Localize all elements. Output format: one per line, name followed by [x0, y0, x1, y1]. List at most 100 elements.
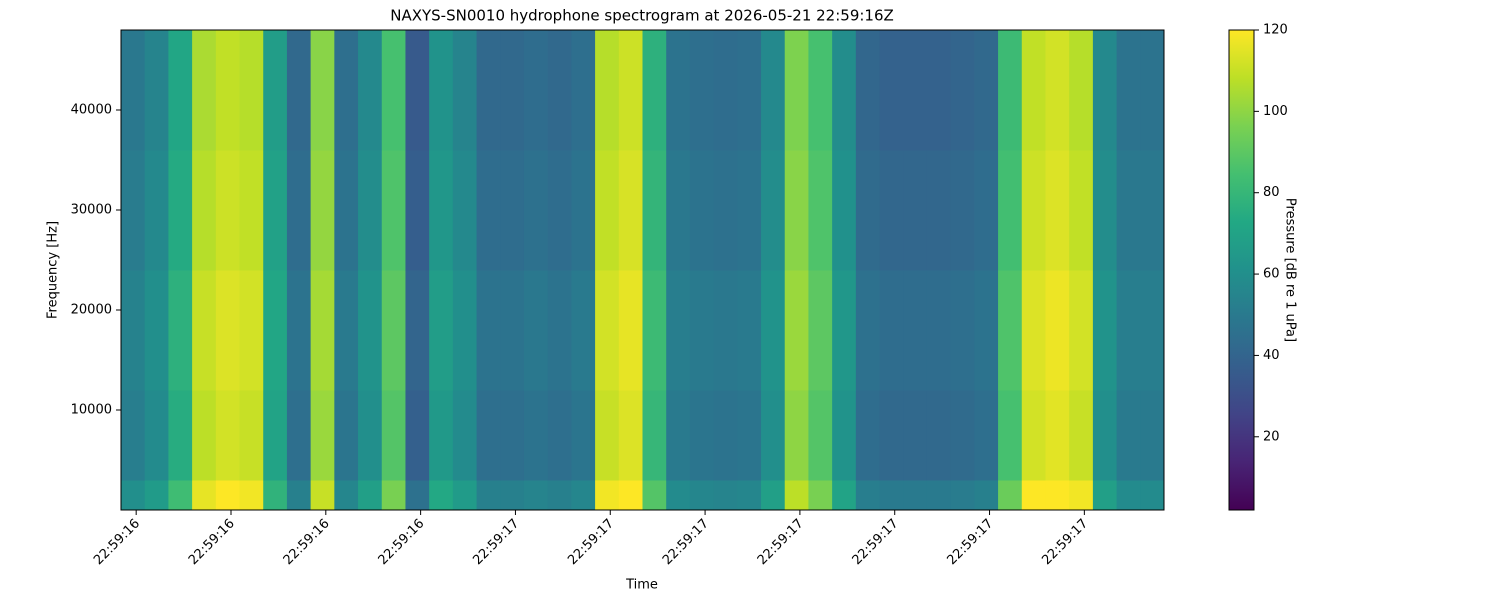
cell [1021, 270, 1046, 391]
cell [358, 480, 383, 511]
cell [429, 270, 454, 391]
cell [1045, 150, 1070, 271]
cell [1140, 30, 1165, 151]
cell [310, 390, 335, 481]
x-tick-label: 22:59:17 [1039, 516, 1091, 568]
cell [689, 150, 715, 271]
cell [405, 30, 430, 151]
colorbar-tick-label: 80 [1263, 185, 1280, 200]
x-tick-label: 22:59:17 [944, 516, 996, 568]
cell [855, 150, 881, 271]
cell [286, 270, 312, 391]
cell [595, 390, 620, 481]
cell [784, 150, 809, 271]
cell [808, 390, 833, 481]
cell [144, 270, 169, 391]
cell [1092, 480, 1118, 511]
cell [926, 150, 952, 271]
cell [642, 30, 667, 151]
cell [1069, 30, 1094, 151]
cell [192, 270, 217, 391]
cell [618, 30, 643, 151]
cell [737, 390, 762, 481]
colorbar-tick-label: 120 [1263, 23, 1288, 38]
cell [547, 150, 572, 271]
cell [500, 480, 525, 511]
cell [168, 30, 193, 151]
cell [737, 30, 762, 151]
cell [595, 480, 620, 511]
cell [926, 480, 952, 511]
cell [547, 270, 572, 391]
cell [903, 480, 928, 511]
cell [950, 390, 975, 481]
cell [121, 270, 146, 391]
cell [452, 480, 478, 511]
cell [950, 480, 975, 511]
cell [761, 150, 786, 271]
cell [452, 150, 478, 271]
x-tick-label: 22:59:16 [281, 516, 333, 568]
cell [381, 270, 406, 391]
cell [737, 150, 762, 271]
cell [1092, 390, 1118, 481]
cell [1092, 30, 1118, 151]
colorbar-tick-label: 40 [1263, 348, 1280, 363]
cell [523, 480, 549, 511]
cell [666, 480, 691, 511]
cell [998, 270, 1023, 391]
cell [855, 480, 881, 511]
cell [476, 150, 501, 271]
y-tick-label: 30000 [71, 203, 112, 218]
cell [144, 480, 169, 511]
cell [429, 150, 454, 271]
cell [689, 270, 715, 391]
cell [784, 480, 809, 511]
cell [879, 150, 904, 271]
cell [523, 30, 549, 151]
cell [168, 480, 193, 511]
cell [1116, 480, 1141, 511]
cell [121, 150, 146, 271]
cell [310, 480, 335, 511]
cell [168, 270, 193, 391]
cell [381, 30, 406, 151]
cell [452, 390, 478, 481]
cell [998, 480, 1023, 511]
cell [784, 30, 809, 151]
cell [974, 150, 999, 271]
cell [974, 270, 999, 391]
cell [144, 390, 169, 481]
cell [263, 390, 288, 481]
cell [263, 150, 288, 271]
cell [1045, 30, 1070, 151]
cell [1045, 390, 1070, 481]
cell [903, 270, 928, 391]
cell [784, 270, 809, 391]
cell [689, 480, 715, 511]
cell [286, 150, 312, 271]
cell [761, 390, 786, 481]
cell [1021, 480, 1046, 511]
cell [452, 30, 478, 151]
cell [926, 270, 952, 391]
x-axis-label: Time [625, 578, 658, 593]
cell [239, 30, 264, 151]
cell [429, 390, 454, 481]
cell [334, 270, 359, 391]
cell [832, 480, 857, 511]
cell [618, 270, 643, 391]
cell [476, 390, 501, 481]
cell [381, 150, 406, 271]
cell [808, 480, 833, 511]
cell [713, 30, 738, 151]
cell [855, 390, 881, 481]
cell [192, 390, 217, 481]
cell [642, 480, 667, 511]
cell [998, 390, 1023, 481]
cell [500, 150, 525, 271]
cell [310, 30, 335, 151]
cell [215, 150, 241, 271]
cell [121, 30, 146, 151]
cell [192, 150, 217, 271]
